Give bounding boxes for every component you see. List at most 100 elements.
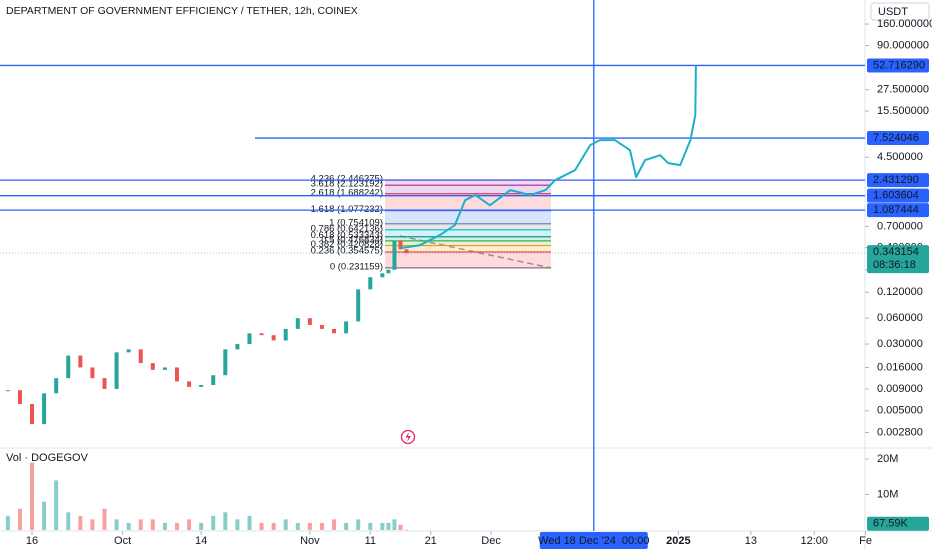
- crosshair-box: [539, 532, 648, 549]
- fib-band: [385, 251, 551, 268]
- volume-bar: [199, 522, 204, 530]
- candle: [78, 355, 83, 368]
- volume-bar: [404, 529, 409, 531]
- fib-label: 4.236 (2.446375): [311, 173, 383, 184]
- candle: [380, 273, 385, 278]
- candle: [386, 269, 391, 274]
- y-tick-label: 90.000000: [877, 39, 929, 51]
- volume-bar: [271, 522, 276, 530]
- volume-bar: [187, 519, 192, 530]
- y-tick-label: 0.700000: [877, 220, 923, 232]
- volume-bar: [66, 512, 71, 530]
- y-tick-label: 0.030000: [877, 338, 923, 350]
- candle: [307, 318, 312, 325]
- hline-label: 7.524046: [873, 132, 919, 144]
- candle: [126, 349, 131, 353]
- y-tick-label: 15.500000: [877, 105, 929, 117]
- candle: [332, 328, 337, 334]
- volume-title: Vol · DOGEGOV: [6, 452, 89, 464]
- currency-box[interactable]: [870, 2, 930, 21]
- x-tick-label: 11: [365, 535, 376, 547]
- x-tick-label: Dec: [481, 535, 501, 547]
- candle: [162, 367, 167, 370]
- x-tick-label: 14: [195, 535, 207, 547]
- fib-label: 0.786 (0.642136): [311, 223, 383, 234]
- candle: [235, 344, 240, 350]
- fib-band: [385, 223, 551, 230]
- currency: USDT: [878, 6, 908, 18]
- y-tick-label: 160.000000: [877, 18, 932, 30]
- candle: [283, 328, 288, 341]
- candle: [187, 381, 192, 387]
- chart-title: DEPARTMENT OF GOVERNMENT EFFICIENCY / TE…: [6, 5, 358, 17]
- x-tick-label: 16: [26, 535, 38, 547]
- fib-band: [385, 236, 551, 241]
- y-tick-label: 0.016000: [877, 361, 923, 373]
- flash-icon[interactable]: [400, 429, 416, 445]
- candle: [138, 349, 143, 364]
- hline-label-box: [867, 58, 929, 73]
- volume-last-label-box: [867, 516, 929, 531]
- fib-band: [385, 193, 551, 211]
- fib-band: [385, 179, 551, 186]
- volume-bar: [283, 519, 288, 530]
- fib-label: 2.618 (1.688242): [311, 187, 383, 198]
- candle: [398, 240, 403, 250]
- volume-bar: [307, 522, 312, 530]
- hline-label: 2.431290: [873, 174, 919, 186]
- volume-bar: [162, 522, 167, 530]
- volume-bar: [386, 522, 391, 530]
- candle: [211, 375, 216, 385]
- last-price-box: [867, 245, 929, 274]
- volume-bar: [398, 524, 403, 530]
- fib-label: 0 (0.231159): [330, 261, 383, 272]
- fib-band: [385, 210, 551, 224]
- hline-label: 1.087444: [873, 204, 919, 216]
- volume-bar: [392, 519, 397, 530]
- volume-bar: [30, 462, 35, 530]
- volume-bar: [174, 522, 179, 530]
- candle: [199, 384, 204, 387]
- projection-line: [399, 65, 697, 250]
- volume-bar: [247, 515, 252, 530]
- hline-label-box: [867, 131, 929, 146]
- y-tick-label: 0.002800: [877, 426, 923, 438]
- volume-bar: [332, 519, 337, 530]
- volume-tick-label: 20M: [877, 453, 898, 465]
- volume-tick-label: 10M: [877, 488, 898, 500]
- volume-bar: [356, 519, 361, 530]
- candle: [174, 367, 179, 382]
- y-tick-label: 27.500000: [877, 84, 929, 96]
- volume-bar: [5, 515, 10, 530]
- volume-bar: [138, 519, 143, 530]
- y-tick-label: 0.005000: [877, 405, 923, 417]
- candle: [114, 352, 119, 389]
- candle: [30, 404, 35, 425]
- fib-label: 0.5 (0.476834): [321, 234, 383, 245]
- hline-label: 52.716290: [873, 59, 925, 71]
- volume-bar: [78, 515, 83, 530]
- y-tick-label: 4.500000: [877, 151, 923, 163]
- volume-bar: [90, 519, 95, 530]
- x-tick-label: 21: [425, 535, 437, 547]
- x-tick-label: 2025: [666, 535, 690, 547]
- fib-band: [385, 240, 551, 246]
- fib-band: [385, 245, 551, 252]
- volume-last-label: 67.59K: [873, 518, 909, 530]
- candle: [150, 363, 155, 370]
- fib-label: 3.618 (2.123192): [311, 179, 383, 190]
- fib-label: 0.236 (0.354575): [311, 245, 383, 256]
- candle: [356, 289, 361, 322]
- volume-bar: [150, 519, 155, 530]
- candle: [5, 390, 10, 392]
- last-price-label: 0.343154: [873, 246, 919, 258]
- volume-bar: [259, 522, 264, 530]
- volume-bar: [114, 519, 119, 530]
- candle: [90, 367, 95, 379]
- candle: [392, 240, 397, 270]
- volume-bar: [380, 522, 385, 530]
- candle: [42, 393, 47, 425]
- fib-band: [385, 185, 551, 194]
- candle: [295, 318, 300, 329]
- fib-label: 0.382 (0.420828): [311, 239, 383, 250]
